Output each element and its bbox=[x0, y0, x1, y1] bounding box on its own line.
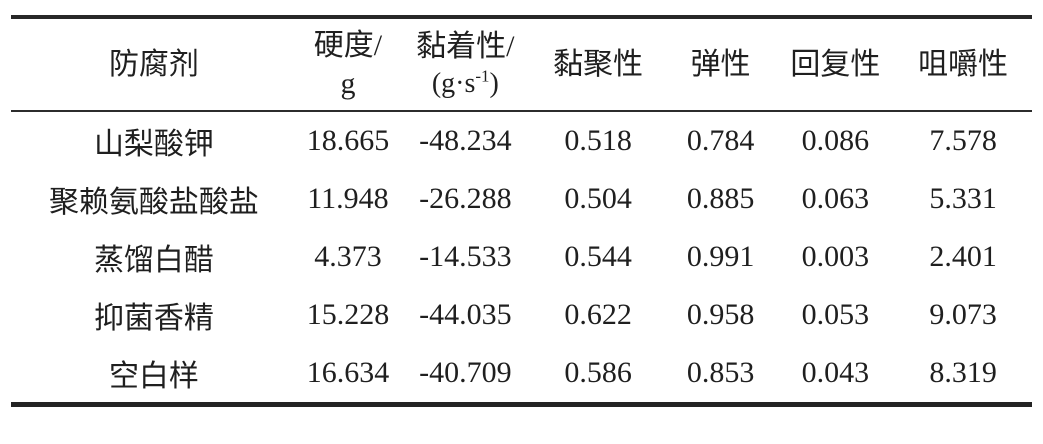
header-chewiness-label: 咀嚼性 bbox=[918, 47, 1009, 81]
cell-resilience: 0.086 bbox=[801, 124, 870, 157]
table-row: 空白样 16.634 -40.709 0.586 0.853 0.043 8.3… bbox=[11, 344, 1032, 405]
unit-superscript: -1 bbox=[475, 66, 490, 86]
cell-cohesiveness: 0.544 bbox=[564, 240, 632, 273]
table-row: 山梨酸钾 18.665 -48.234 0.518 0.784 0.086 7.… bbox=[11, 111, 1032, 170]
header-preservative: 防腐剂 bbox=[11, 17, 297, 112]
cell-adhesiveness: -48.234 bbox=[419, 124, 512, 157]
cell-adhesiveness: -44.035 bbox=[419, 298, 512, 331]
table-row: 抑菌香精 15.228 -44.035 0.622 0.958 0.053 9.… bbox=[11, 286, 1032, 344]
cell-cohesiveness: 0.586 bbox=[564, 356, 632, 389]
cell-preservative: 蒸馏白醋 bbox=[93, 244, 214, 277]
cell-chewiness: 7.578 bbox=[929, 124, 997, 157]
header-cohesiveness-label: 黏聚性 bbox=[553, 47, 644, 81]
cell-cohesiveness: 0.504 bbox=[564, 182, 632, 215]
header-springiness: 弹性 bbox=[664, 17, 777, 112]
table-row: 聚赖氨酸盐酸盐 11.948 -26.288 0.504 0.885 0.063… bbox=[11, 170, 1032, 228]
cell-hardness: 4.373 bbox=[314, 240, 382, 273]
table-header: 防腐剂 硬度/ g 黏着性/ (g·s-1) 黏聚性 弹性 回复性 咀嚼性 bbox=[11, 17, 1032, 112]
header-adhesiveness: 黏着性/ (g·s-1) bbox=[398, 17, 532, 112]
header-resilience-label: 回复性 bbox=[790, 47, 881, 81]
cell-hardness: 16.634 bbox=[306, 356, 390, 389]
cell-preservative: 聚赖氨酸盐酸盐 bbox=[48, 186, 259, 219]
cell-hardness: 11.948 bbox=[307, 182, 389, 215]
header-row: 防腐剂 硬度/ g 黏着性/ (g·s-1) 黏聚性 弹性 回复性 咀嚼性 bbox=[11, 17, 1032, 112]
cell-resilience: 0.063 bbox=[801, 182, 870, 215]
preservative-texture-table: 防腐剂 硬度/ g 黏着性/ (g·s-1) 黏聚性 弹性 回复性 咀嚼性 山梨… bbox=[11, 15, 1032, 407]
cell-adhesiveness: -14.533 bbox=[419, 240, 512, 273]
header-resilience: 回复性 bbox=[776, 17, 895, 112]
cell-adhesiveness: -40.709 bbox=[419, 356, 512, 389]
header-adhesiveness-line1: 黏着性/ bbox=[416, 30, 515, 64]
header-preservative-label: 防腐剂 bbox=[108, 47, 199, 81]
cell-chewiness: 5.331 bbox=[929, 182, 997, 215]
cell-springiness: 0.784 bbox=[686, 124, 755, 157]
cell-resilience: 0.043 bbox=[801, 356, 870, 389]
cell-chewiness: 9.073 bbox=[929, 298, 997, 331]
cell-preservative: 抑菌香精 bbox=[93, 302, 214, 335]
header-hardness-line2: g bbox=[340, 66, 356, 100]
cell-chewiness: 8.319 bbox=[929, 356, 997, 389]
cell-hardness: 18.665 bbox=[306, 124, 390, 157]
cell-resilience: 0.053 bbox=[801, 298, 870, 331]
header-adhesiveness-unit: (g·s-1) bbox=[399, 66, 532, 101]
cell-adhesiveness: -26.288 bbox=[419, 182, 512, 215]
header-springiness-label: 弹性 bbox=[690, 47, 751, 81]
cell-preservative: 空白样 bbox=[108, 360, 199, 393]
header-hardness-line1: 硬度/ bbox=[313, 29, 383, 62]
cell-chewiness: 2.401 bbox=[929, 240, 997, 273]
cell-cohesiveness: 0.518 bbox=[564, 124, 632, 157]
cell-springiness: 0.991 bbox=[686, 240, 755, 273]
unit-suffix: ) bbox=[489, 67, 499, 99]
cell-hardness: 15.228 bbox=[306, 298, 390, 331]
preservative-texture-table-wrap: 防腐剂 硬度/ g 黏着性/ (g·s-1) 黏聚性 弹性 回复性 咀嚼性 山梨… bbox=[11, 15, 1032, 407]
cell-springiness: 0.958 bbox=[686, 298, 755, 331]
header-chewiness: 咀嚼性 bbox=[894, 17, 1032, 112]
cell-springiness: 0.885 bbox=[686, 182, 755, 215]
cell-cohesiveness: 0.622 bbox=[564, 298, 632, 331]
table-body: 山梨酸钾 18.665 -48.234 0.518 0.784 0.086 7.… bbox=[11, 111, 1032, 405]
header-hardness: 硬度/ g bbox=[296, 17, 399, 112]
cell-resilience: 0.003 bbox=[801, 240, 870, 273]
unit-prefix: (g·s bbox=[431, 67, 476, 99]
cell-springiness: 0.853 bbox=[686, 356, 755, 389]
table-row: 蒸馏白醋 4.373 -14.533 0.544 0.991 0.003 2.4… bbox=[11, 228, 1032, 286]
header-cohesiveness: 黏聚性 bbox=[531, 17, 665, 112]
cell-preservative: 山梨酸钾 bbox=[93, 128, 214, 161]
